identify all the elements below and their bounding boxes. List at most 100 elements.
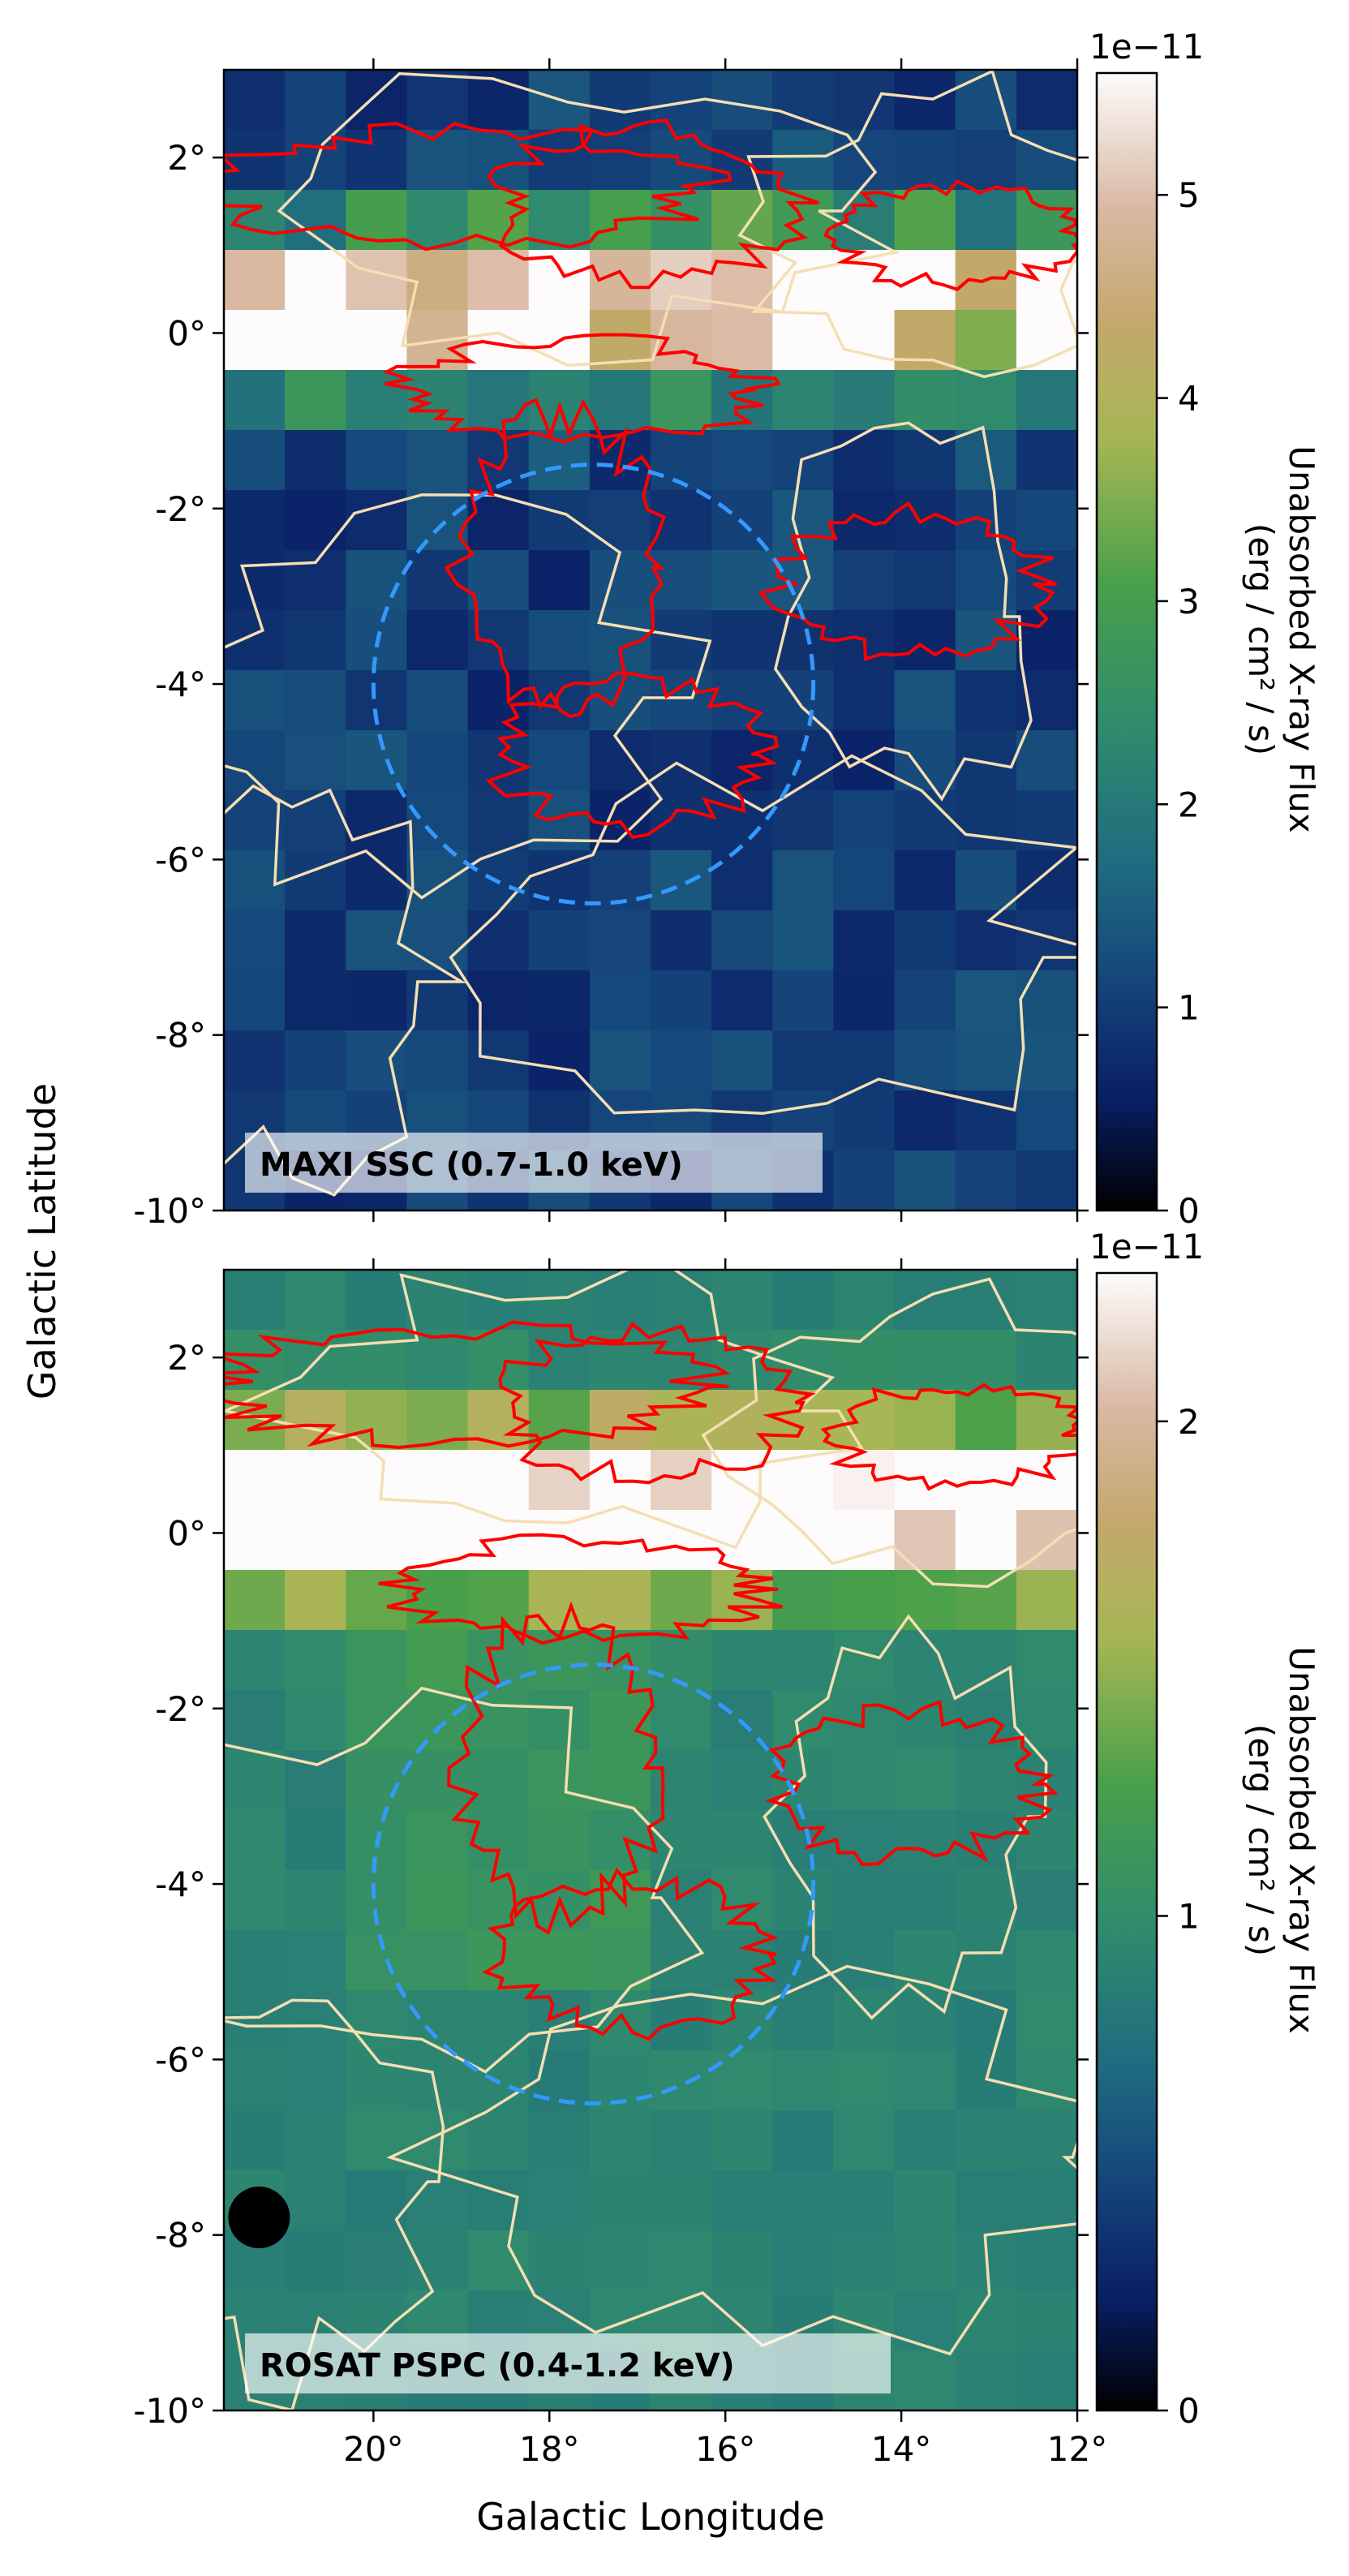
- heatmap-cell: [346, 790, 407, 851]
- colorbar-tick-label: 1: [1178, 988, 1200, 1028]
- heatmap-cell: [955, 130, 1017, 191]
- heatmap-cell: [346, 1990, 407, 2051]
- heatmap-cell: [772, 310, 834, 371]
- heatmap-cell: [651, 1570, 712, 1631]
- contour-line-low-res: [386, 1964, 1077, 2356]
- heatmap-cell: [406, 790, 469, 851]
- heatmap-cell: [346, 370, 407, 431]
- colorbar-ticks: 0 1 2: [1157, 1402, 1200, 2431]
- heatmap-cell: [589, 70, 651, 131]
- heatmap-cell: [1016, 250, 1077, 311]
- heatmap-cell: [772, 910, 834, 971]
- heatmap-cell: [894, 910, 956, 971]
- contour-line-high-res: [447, 1601, 665, 1935]
- heatmap-cell: [285, 1510, 346, 1571]
- heatmap-cell: [467, 1570, 530, 1631]
- heatmap-cell: [711, 850, 773, 911]
- heatmap-cell: [467, 250, 530, 311]
- heatmap-cell: [346, 970, 407, 1031]
- heatmap-cell: [589, 1810, 651, 1871]
- contour-line-high-res: [764, 1700, 1059, 1866]
- heatmap-cell: [955, 790, 1017, 851]
- colorbar-tick-label: 2: [1178, 785, 1200, 824]
- colorbar-label-line2: (erg / cm² / s): [1241, 523, 1281, 755]
- heatmap-cell: [589, 910, 651, 971]
- heatmap-cell: [285, 1570, 346, 1631]
- colorbar-gradient: [1095, 1271, 1158, 2412]
- heatmap-cell: [285, 1270, 346, 1331]
- heatmap-cell: [346, 1690, 407, 1751]
- heatmap-cell: [528, 1990, 591, 2051]
- heatmap-cell: [955, 2110, 1017, 2171]
- contour-line-high-res: [382, 333, 781, 444]
- heatmap-cell: [833, 910, 896, 971]
- heatmap-cell: [651, 2050, 712, 2111]
- heatmap-cell: [894, 70, 956, 131]
- heatmap-cell: [224, 730, 286, 791]
- heatmap-cell: [224, 1510, 286, 1571]
- heatmap-cell: [833, 2050, 896, 2111]
- heatmap-cell: [772, 130, 834, 191]
- axis-ticks: 20° 18° 16° 14° 12° 2° 0° -2° -4° -6° -8° -10°: [133, 1258, 1107, 2469]
- heatmap-cell: [467, 1750, 530, 1811]
- heatmap-cell: [894, 2110, 956, 2171]
- heatmap-cell: [894, 550, 956, 611]
- heatmap-cell: [1016, 2050, 1077, 2111]
- heatmap-cell: [528, 1570, 591, 1631]
- y-tick-label: 0°: [167, 313, 206, 353]
- heatmap-cell: [711, 70, 773, 131]
- heatmap-cell: [589, 2230, 651, 2291]
- heatmap-cell: [955, 370, 1017, 431]
- heatmap-cell: [528, 1690, 591, 1751]
- heatmap-cell: [772, 730, 834, 791]
- heatmap-cell: [285, 550, 346, 611]
- heatmap-cell: [528, 1930, 591, 1991]
- heatmap-cell: [1016, 130, 1077, 191]
- heatmap-cell: [1016, 1870, 1077, 1931]
- heatmap-cell: [1016, 1690, 1077, 1751]
- heatmap-cell: [589, 490, 651, 551]
- heatmap-cell: [528, 610, 591, 671]
- y-tick-label: -8°: [155, 1016, 206, 1056]
- heatmap-cell: [955, 1330, 1017, 1391]
- heatmap-cell: [1016, 490, 1077, 551]
- colorbar: 0 1 2 3 4 5 1e−11 Unabsorbed X-ray Flux (erg …: [1089, 27, 1321, 1231]
- heatmap-cell: [1016, 430, 1077, 491]
- heatmap-cell: [1016, 1510, 1077, 1571]
- heatmap-cell: [833, 130, 896, 191]
- colorbar-tick-label: 5: [1178, 175, 1200, 215]
- heatmap-cell: [224, 430, 286, 491]
- heatmap-cell: [955, 1390, 1017, 1451]
- heatmap-cell: [955, 2350, 1017, 2410]
- heatmap-cell: [285, 670, 346, 731]
- heatmap-cell: [772, 1030, 834, 1091]
- heatmap-cell: [589, 1570, 651, 1631]
- heatmap-cell: [285, 1450, 346, 1511]
- heatmap-cell: [772, 370, 834, 431]
- y-tick-label: -6°: [155, 2040, 206, 2079]
- heatmap-cell: [528, 1330, 591, 1391]
- heatmap-cell: [894, 430, 956, 491]
- contour-line-high-res: [485, 671, 780, 840]
- heatmap-cell: [1016, 1090, 1077, 1151]
- heatmap-cell: [711, 2230, 773, 2291]
- heatmap-cell: [894, 1930, 956, 1991]
- heatmap-cell: [346, 1570, 407, 1631]
- panel-title-box: MAXI SSC (0.7-1.0 keV): [245, 1133, 823, 1193]
- heatmap-cell: [955, 970, 1017, 1031]
- heatmap-cell: [955, 1930, 1017, 1991]
- heatmap-cell: [1016, 910, 1077, 971]
- heatmap-cell: [285, 1630, 346, 1691]
- heatmap-cell: [651, 1450, 712, 1511]
- heatmap-cell: [224, 1450, 286, 1511]
- heatmap-cell: [711, 1810, 773, 1871]
- colorbar-offset-label: 1e−11: [1089, 27, 1204, 67]
- heatmap-cell: [1016, 1570, 1077, 1631]
- heatmap-cell: [894, 850, 956, 911]
- heatmap-cell: [833, 1750, 896, 1811]
- heatmap-cell: [346, 2230, 407, 2291]
- colorbar: 0 1 2 1e−11 Unabsorbed X-ray Flux (erg / c…: [1089, 1227, 1321, 2431]
- y-tick-label: -10°: [133, 2391, 206, 2431]
- heatmap-cell: [833, 970, 896, 1031]
- heatmap-cell: [711, 1450, 773, 1511]
